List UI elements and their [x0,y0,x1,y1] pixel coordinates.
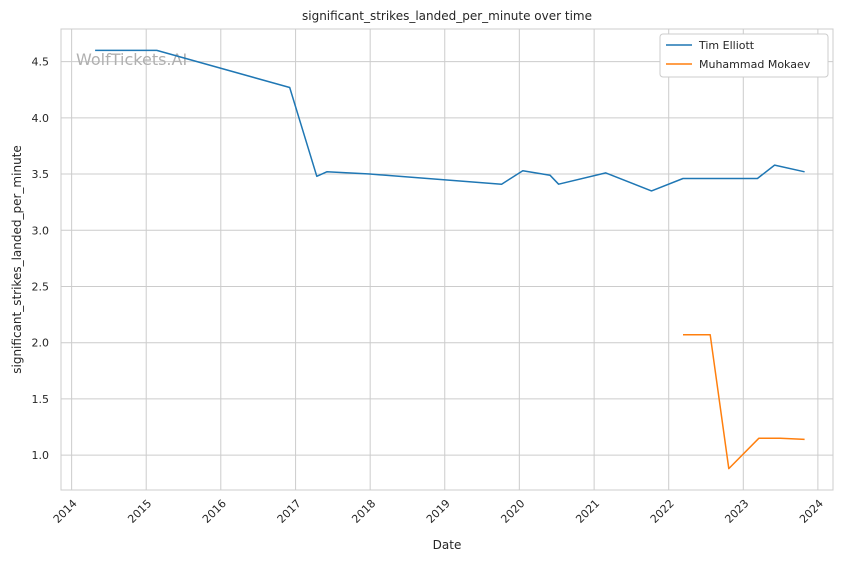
y-tick-label: 3.0 [32,224,50,237]
y-tick-label: 4.0 [32,112,50,125]
legend-label-tim-elliott: Tim Elliott [698,39,755,52]
y-axis-label: significant_strikes_landed_per_minute [10,145,24,374]
x-axis-label: Date [433,538,462,552]
grid-lines [61,29,833,490]
legend-box [659,33,829,78]
legend: Tim Elliott Muhammad Mokaev [659,33,829,78]
chart-title: significant_strikes_landed_per_minute ov… [302,9,592,23]
x-tick-labels: 2014 2015 2016 2017 2018 2019 2020 2021 2022 2023… [51,497,826,526]
y-tick-label: 4.5 [32,56,50,69]
watermark: WolfTickets.AI [76,50,187,69]
series-layer [95,49,805,470]
series-line-tim-elliott [95,49,805,192]
y-tick-label: 2.0 [32,337,50,350]
legend-label-muhammad-mokaev: Muhammad Mokaev [699,58,811,71]
series-line-muhammad-mokaev [683,334,805,470]
y-tick-label: 1.0 [32,449,50,462]
plot-frame [60,28,834,491]
y-tick-label: 2.5 [32,280,50,293]
y-tick-label: 1.5 [32,393,50,406]
y-tick-label: 3.5 [32,168,50,181]
y-tick-labels: 1.0 1.5 2.0 2.5 3.0 3.5 4.0 4.5 [32,56,50,463]
